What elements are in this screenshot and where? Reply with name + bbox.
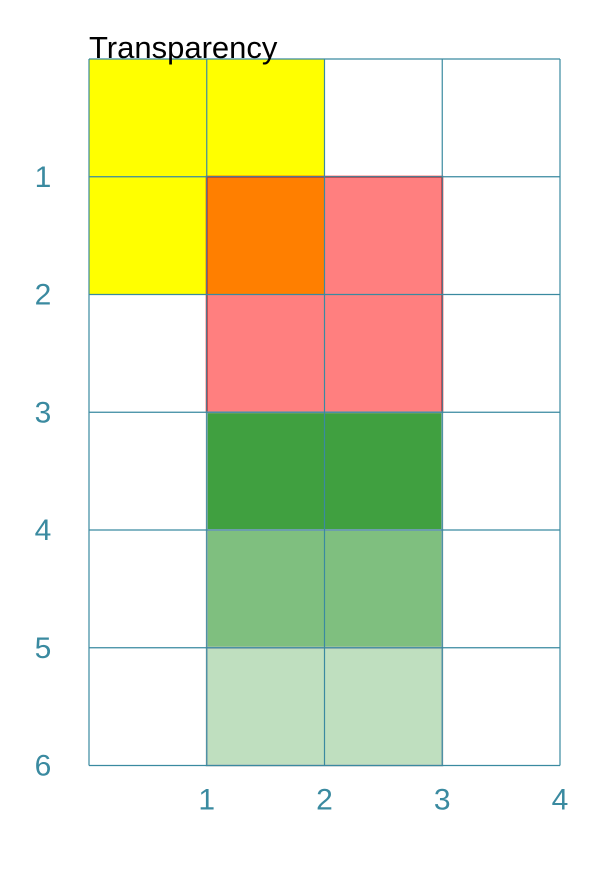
y-tick-label: 3 [35,396,52,429]
x-tick-label: 1 [198,784,215,817]
grid-layer [88,58,561,767]
y-tick-label: 2 [35,279,52,312]
x-tick-label: 2 [316,784,333,817]
diagram-title: Transparency [89,30,278,65]
y-tick-label: 6 [35,750,52,783]
y-tick-label: 5 [35,632,52,665]
x-tick-label: 3 [434,784,451,817]
y-tick-label: 4 [35,514,52,547]
x-tick-label: 4 [552,784,569,817]
ticks-layer: 1 2 3 4 1 2 3 4 5 6 [35,161,569,817]
y-tick-label: 1 [35,161,52,194]
